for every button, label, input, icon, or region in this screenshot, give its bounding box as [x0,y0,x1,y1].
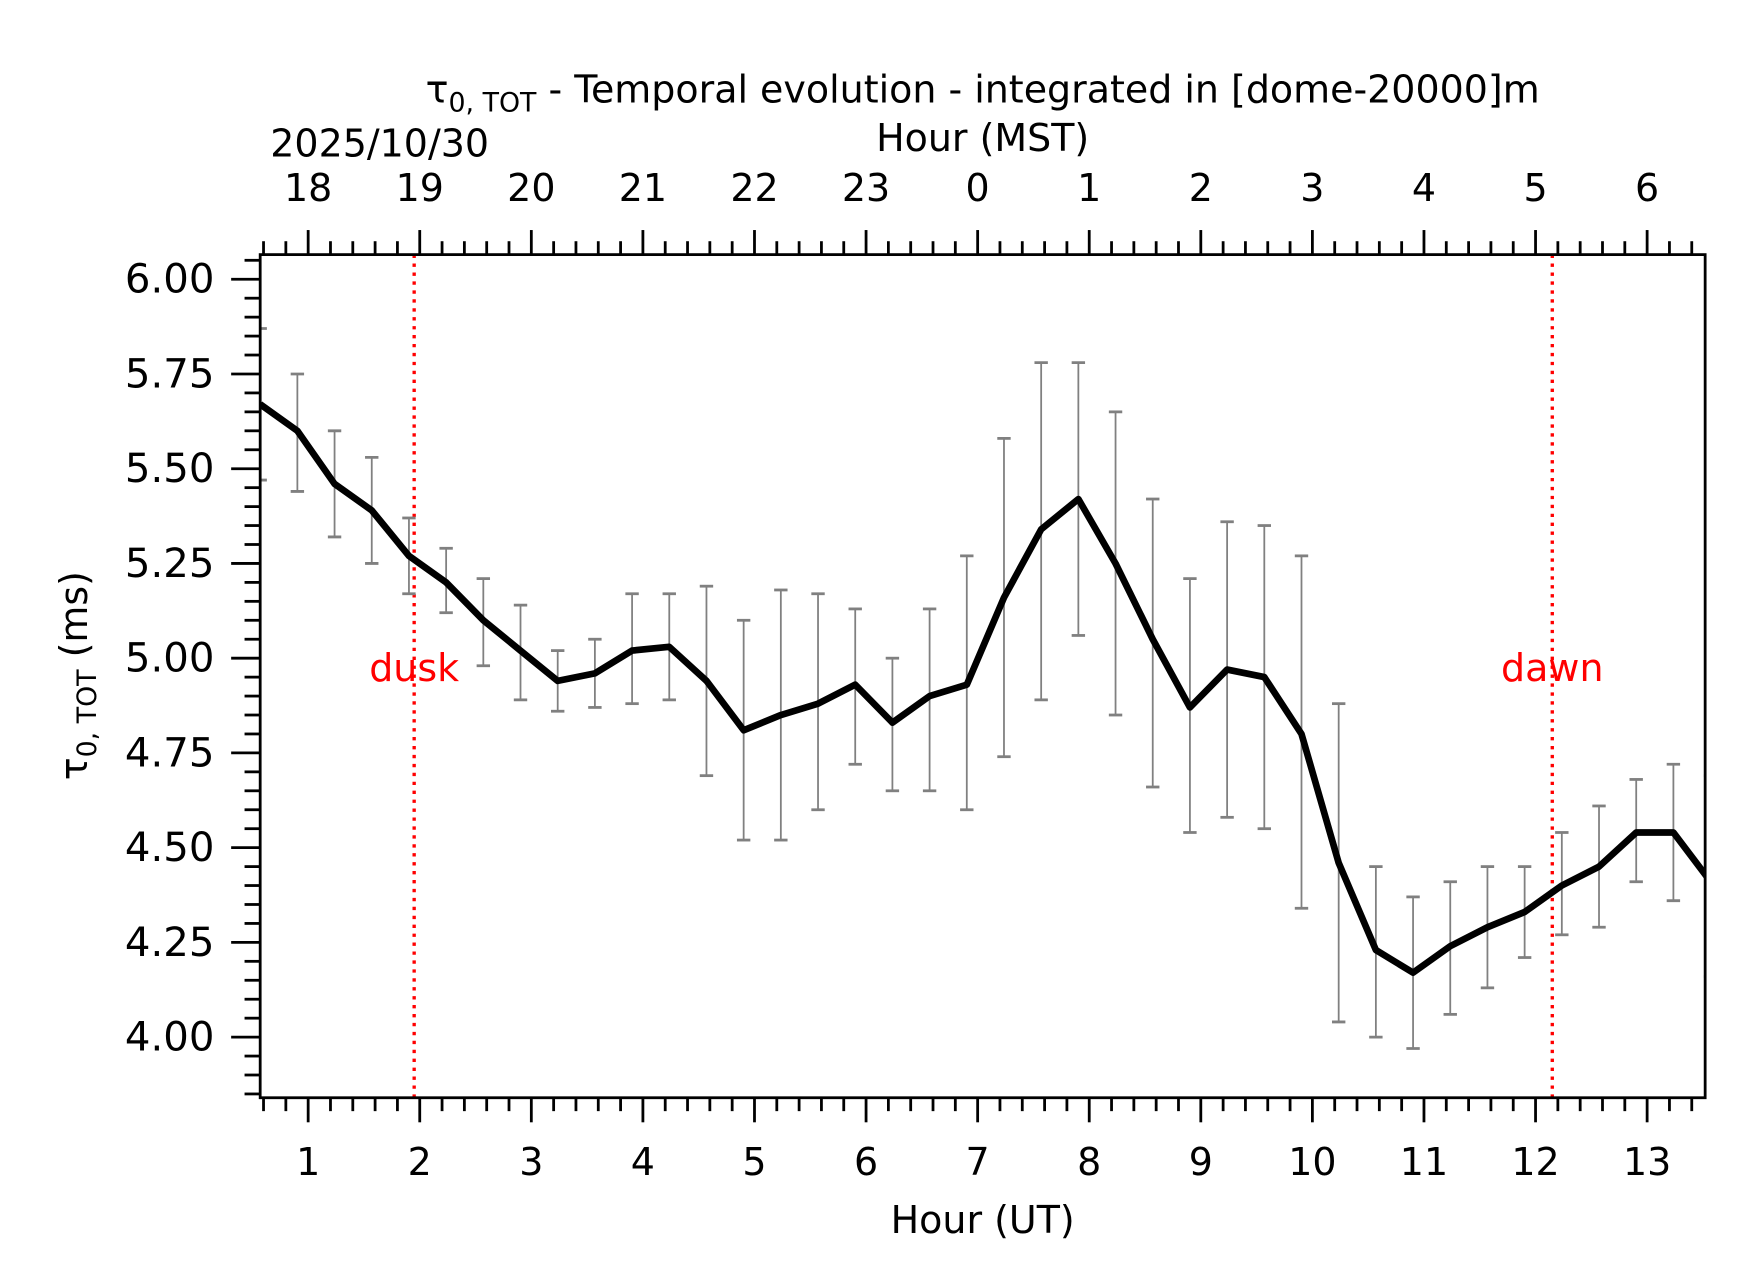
x2-tick-label: 20 [507,166,555,210]
ylabel-symbol: τ [52,757,96,780]
x-tick-label: 2 [408,1140,432,1184]
dusk-label: dusk [369,646,459,690]
x-tick-label: 10 [1288,1140,1336,1184]
y-tick-label: 5.75 [125,351,214,397]
title-text: - Temporal evolution - integrated in [do… [536,68,1539,112]
y-tick-label: 5.50 [125,446,214,492]
ylabel-subscript: 0, TOT [72,669,103,758]
x2-tick-label: 0 [966,166,990,210]
x2-tick-label: 21 [619,166,667,210]
series-line [260,401,1706,977]
axis-ticks: 1182193204215226237081921031141251364.00… [125,166,1694,1184]
x2-tick-label: 2 [1189,166,1213,210]
plot-area: dusk dawn [260,254,1706,1098]
x-tick-label: 6 [854,1140,878,1184]
x-tick-label: 4 [631,1140,655,1184]
title-symbol: τ [426,68,449,112]
x-tick-label: 5 [742,1140,766,1184]
x2-tick-label: 23 [842,166,890,210]
y-axis-label: τ0, TOT (ms) [52,571,103,780]
y-tick-label: 5.25 [125,541,214,587]
y-tick-label: 4.50 [125,825,214,871]
y-tick-label: 4.25 [125,920,214,966]
x-axis-label: Hour (UT) [891,1198,1075,1242]
dawn-label: dawn [1501,646,1603,690]
y-tick-label: 5.00 [125,636,214,682]
x2-tick-label: 5 [1523,166,1547,210]
y-tick-label: 6.00 [125,257,214,303]
x-tick-label: 8 [1077,1140,1101,1184]
y-tick-label: 4.00 [125,1015,214,1061]
date-label: 2025/10/30 [270,121,489,165]
y-tick-label: 4.75 [125,730,214,776]
x-tick-label: 1 [296,1140,320,1184]
title-subscript: 0, TOT [449,88,538,119]
x2-tick-label: 3 [1300,166,1324,210]
x2-axis-label: Hour (MST) [876,116,1089,160]
x-tick-label: 12 [1511,1140,1559,1184]
chart-title: τ0, TOT - Temporal evolution - integrate… [426,68,1540,119]
svg-text:τ0, TOT - Temporal evolution -: τ0, TOT - Temporal evolution - integrate… [426,68,1540,119]
x-tick-label: 9 [1189,1140,1213,1184]
ylabel-text: (ms) [52,571,96,669]
x2-tick-label: 4 [1412,166,1436,210]
x-tick-label: 13 [1623,1140,1671,1184]
x-tick-label: 11 [1400,1140,1448,1184]
x2-tick-label: 18 [284,166,332,210]
x-tick-label: 3 [519,1140,543,1184]
x-tick-label: 7 [966,1140,990,1184]
plot-content: dusk dawn [260,254,1706,1098]
x2-tick-label: 6 [1635,166,1659,210]
x2-tick-label: 22 [730,166,778,210]
x2-tick-label: 1 [1077,166,1101,210]
plot-frame [258,253,1707,1100]
x2-tick-label: 19 [396,166,444,210]
